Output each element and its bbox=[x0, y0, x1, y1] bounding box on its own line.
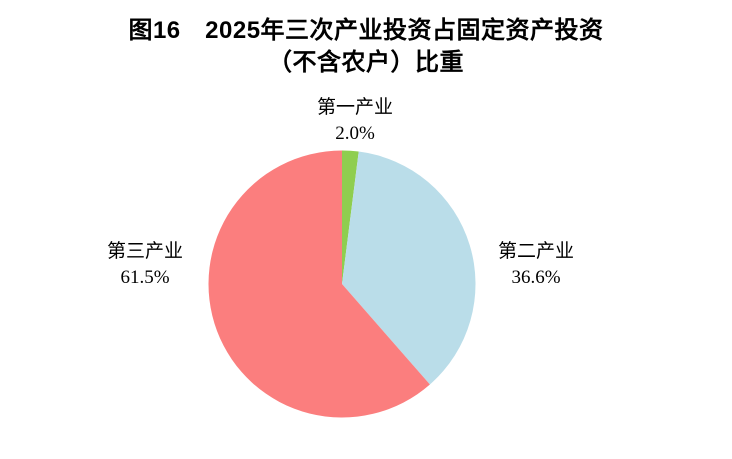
chart-title-line1: 图16 2025年三次产业投资占固定资产投资 bbox=[128, 17, 604, 44]
slice-label-primary-industry: 第一产业 2.0% bbox=[270, 95, 440, 147]
slice-label-secondary-industry: 第二产业 36.6% bbox=[451, 239, 621, 291]
slice-label-secondary-name: 第二产业 bbox=[497, 241, 574, 262]
slice-label-tertiary-industry: 第三产业 61.5% bbox=[60, 239, 230, 291]
pie-slice-1 bbox=[342, 150, 359, 284]
slice-label-tertiary-name: 第三产业 bbox=[106, 241, 183, 262]
pie-slice-2 bbox=[342, 151, 476, 385]
chart-title: 图16 2025年三次产业投资占固定资产投资 （不含农户）比重 bbox=[0, 15, 732, 79]
slice-label-primary-name: 第一产业 bbox=[316, 97, 393, 118]
chart-title-line2: （不含农户）比重 bbox=[268, 49, 464, 76]
pie-slice-3 bbox=[208, 150, 430, 418]
slice-label-primary-value: 2.0% bbox=[335, 123, 375, 144]
slice-label-secondary-value: 36.6% bbox=[511, 267, 561, 288]
slice-label-tertiary-value: 61.5% bbox=[120, 267, 170, 288]
